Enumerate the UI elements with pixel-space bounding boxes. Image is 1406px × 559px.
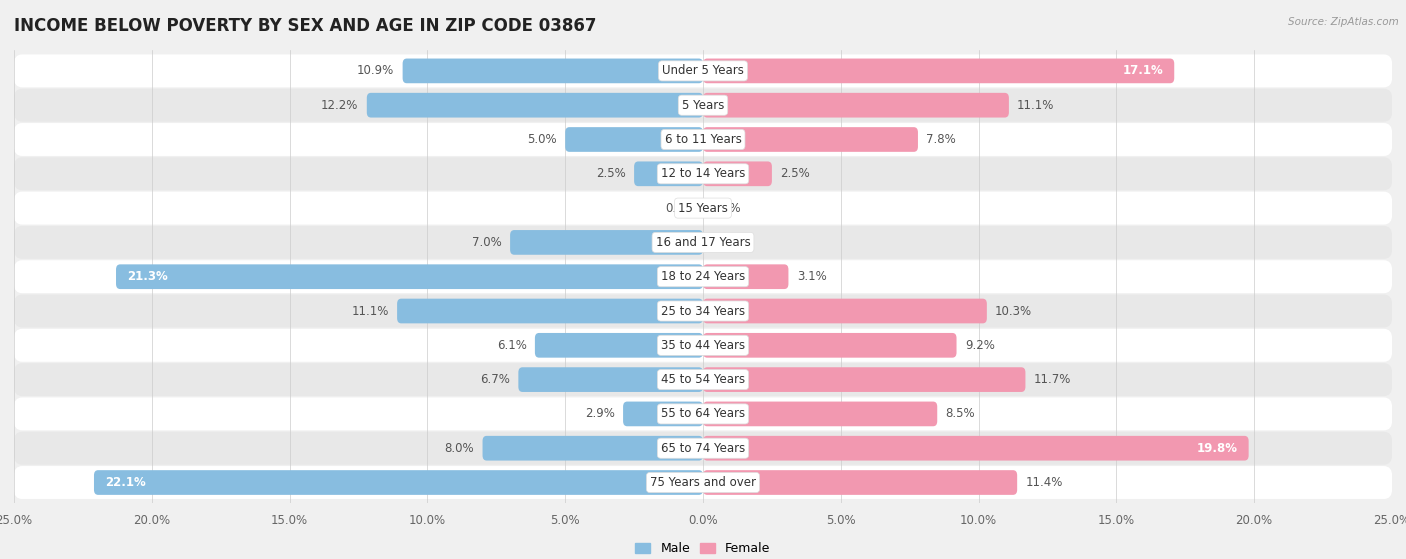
Text: INCOME BELOW POVERTY BY SEX AND AGE IN ZIP CODE 03867: INCOME BELOW POVERTY BY SEX AND AGE IN Z… [14, 17, 596, 35]
Text: 16 and 17 Years: 16 and 17 Years [655, 236, 751, 249]
FancyBboxPatch shape [14, 192, 1392, 225]
Text: 45 to 54 Years: 45 to 54 Years [661, 373, 745, 386]
Text: 0.0%: 0.0% [665, 202, 695, 215]
FancyBboxPatch shape [703, 264, 789, 289]
Text: 3.1%: 3.1% [797, 270, 827, 283]
Text: 19.8%: 19.8% [1197, 442, 1237, 454]
FancyBboxPatch shape [703, 59, 1174, 83]
FancyBboxPatch shape [703, 299, 987, 323]
FancyBboxPatch shape [367, 93, 703, 117]
FancyBboxPatch shape [14, 226, 1392, 259]
FancyBboxPatch shape [510, 230, 703, 255]
Text: 2.9%: 2.9% [585, 408, 614, 420]
FancyBboxPatch shape [703, 127, 918, 152]
Legend: Male, Female: Male, Female [630, 537, 776, 559]
Text: 2.5%: 2.5% [596, 167, 626, 181]
FancyBboxPatch shape [703, 436, 1249, 461]
FancyBboxPatch shape [14, 89, 1392, 122]
Text: 6.7%: 6.7% [481, 373, 510, 386]
Text: Under 5 Years: Under 5 Years [662, 64, 744, 77]
FancyBboxPatch shape [14, 295, 1392, 328]
FancyBboxPatch shape [402, 59, 703, 83]
Text: 10.9%: 10.9% [357, 64, 394, 77]
FancyBboxPatch shape [14, 329, 1392, 362]
FancyBboxPatch shape [14, 363, 1392, 396]
FancyBboxPatch shape [703, 401, 938, 427]
FancyBboxPatch shape [565, 127, 703, 152]
Text: 15 Years: 15 Years [678, 202, 728, 215]
Text: 21.3%: 21.3% [127, 270, 167, 283]
FancyBboxPatch shape [14, 54, 1392, 87]
FancyBboxPatch shape [703, 470, 1017, 495]
Text: 55 to 64 Years: 55 to 64 Years [661, 408, 745, 420]
FancyBboxPatch shape [703, 333, 956, 358]
Text: 11.7%: 11.7% [1033, 373, 1071, 386]
Text: 7.0%: 7.0% [472, 236, 502, 249]
FancyBboxPatch shape [14, 157, 1392, 190]
Text: 35 to 44 Years: 35 to 44 Years [661, 339, 745, 352]
FancyBboxPatch shape [94, 470, 703, 495]
FancyBboxPatch shape [117, 264, 703, 289]
FancyBboxPatch shape [14, 260, 1392, 293]
Text: 17.1%: 17.1% [1122, 64, 1163, 77]
Text: 18 to 24 Years: 18 to 24 Years [661, 270, 745, 283]
FancyBboxPatch shape [14, 397, 1392, 430]
Text: 6.1%: 6.1% [496, 339, 527, 352]
Text: 0.0%: 0.0% [711, 202, 741, 215]
FancyBboxPatch shape [703, 162, 772, 186]
FancyBboxPatch shape [396, 299, 703, 323]
Text: 8.5%: 8.5% [945, 408, 976, 420]
FancyBboxPatch shape [14, 123, 1392, 156]
Text: 6 to 11 Years: 6 to 11 Years [665, 133, 741, 146]
Text: 12 to 14 Years: 12 to 14 Years [661, 167, 745, 181]
Text: 11.4%: 11.4% [1025, 476, 1063, 489]
Text: 5.0%: 5.0% [527, 133, 557, 146]
Text: 11.1%: 11.1% [352, 305, 389, 318]
Text: 8.0%: 8.0% [444, 442, 474, 454]
Text: 12.2%: 12.2% [321, 99, 359, 112]
FancyBboxPatch shape [623, 401, 703, 427]
FancyBboxPatch shape [482, 436, 703, 461]
Text: 75 Years and over: 75 Years and over [650, 476, 756, 489]
Text: 10.3%: 10.3% [995, 305, 1032, 318]
Text: 9.2%: 9.2% [965, 339, 994, 352]
Text: 7.8%: 7.8% [927, 133, 956, 146]
FancyBboxPatch shape [634, 162, 703, 186]
Text: Source: ZipAtlas.com: Source: ZipAtlas.com [1288, 17, 1399, 27]
Text: 5 Years: 5 Years [682, 99, 724, 112]
Text: 2.5%: 2.5% [780, 167, 810, 181]
Text: 0.0%: 0.0% [711, 236, 741, 249]
FancyBboxPatch shape [703, 93, 1010, 117]
FancyBboxPatch shape [14, 432, 1392, 465]
Text: 22.1%: 22.1% [105, 476, 146, 489]
Text: 65 to 74 Years: 65 to 74 Years [661, 442, 745, 454]
FancyBboxPatch shape [519, 367, 703, 392]
Text: 25 to 34 Years: 25 to 34 Years [661, 305, 745, 318]
FancyBboxPatch shape [703, 367, 1025, 392]
Text: 11.1%: 11.1% [1017, 99, 1054, 112]
FancyBboxPatch shape [14, 466, 1392, 499]
FancyBboxPatch shape [534, 333, 703, 358]
